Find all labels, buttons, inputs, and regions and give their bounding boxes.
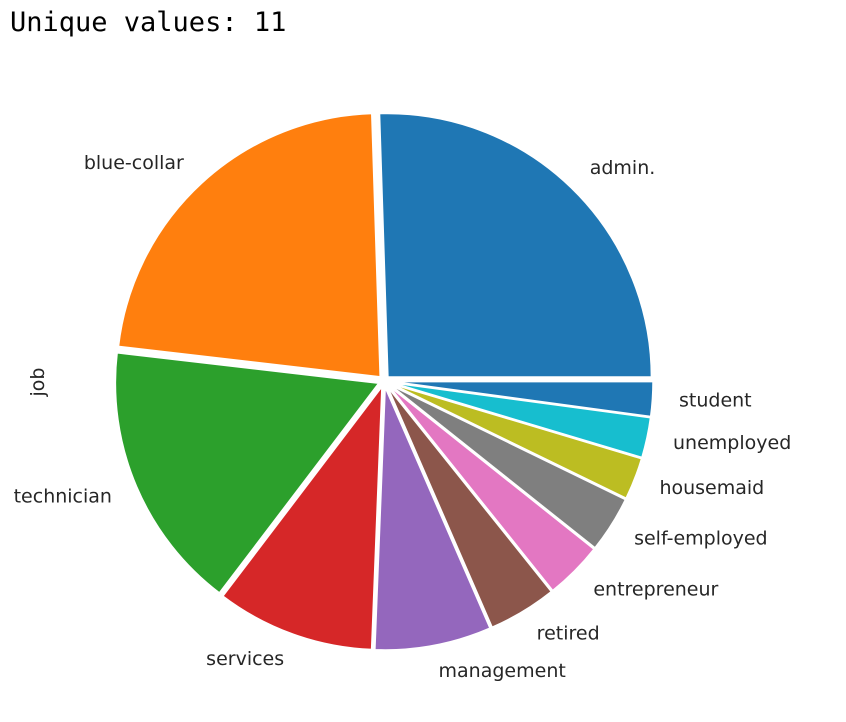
pie-label-admin: admin. — [590, 157, 656, 179]
pie-label-management: management — [439, 660, 566, 682]
cell-output-text: Unique values: 11 — [10, 7, 287, 38]
pie-slice-technician — [114, 351, 381, 595]
pie-label-blue-collar: blue-collar — [84, 152, 184, 174]
pie-slice-services — [221, 382, 384, 651]
pie-slice-blue-collar — [117, 112, 382, 379]
y-axis-label: job — [27, 368, 49, 398]
pie-label-technician: technician — [14, 485, 112, 507]
pie-label-retired: retired — [537, 623, 600, 645]
pie-label-self-employed: self-employed — [634, 527, 768, 549]
pie-label-housemaid: housemaid — [659, 477, 764, 499]
pie-labels: admin. blue-collar technician services manag… — [14, 152, 792, 682]
pie-label-services: services — [206, 648, 284, 670]
pie-slice-retired — [385, 384, 554, 629]
pie-slice-student — [389, 380, 655, 418]
pie-slice-self-employed — [387, 382, 628, 550]
pie-label-unemployed: unemployed — [673, 432, 791, 454]
pie-slices — [114, 112, 655, 652]
pie-label-student: student — [679, 389, 752, 411]
pie-label-entrepreneur: entrepreneur — [593, 578, 718, 600]
pie-slice-entrepreneur — [386, 383, 596, 593]
pie-slice-management — [373, 385, 492, 652]
pie-slice-admin — [378, 112, 653, 379]
